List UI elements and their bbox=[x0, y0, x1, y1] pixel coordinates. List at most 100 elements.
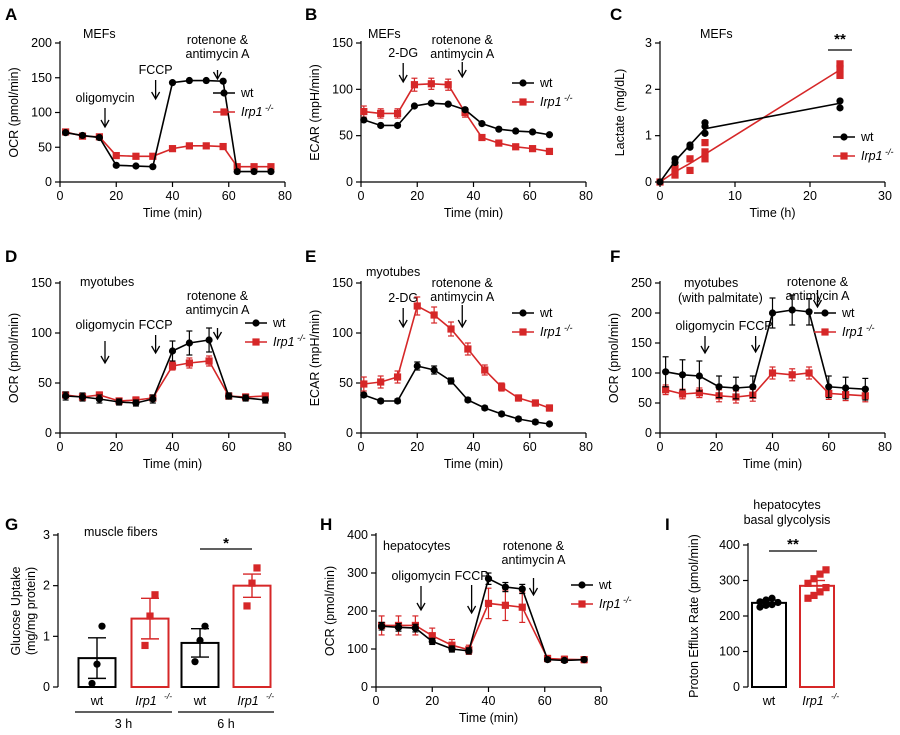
data-point bbox=[715, 383, 723, 391]
injection-label: oligomycin bbox=[75, 318, 134, 332]
x-axis-label: Time (min) bbox=[444, 457, 503, 471]
data-point bbox=[233, 167, 241, 176]
x-tick-label: 60 bbox=[538, 694, 552, 708]
x-tick-label: 40 bbox=[166, 189, 180, 203]
legend-label-wt: wt bbox=[539, 76, 553, 90]
data-point bbox=[410, 81, 419, 89]
series-wt bbox=[62, 76, 275, 176]
data-point bbox=[447, 377, 455, 385]
legend-label-irp1-sup: -/- bbox=[623, 595, 632, 605]
y-tick-label: 200 bbox=[347, 604, 368, 618]
data-point bbox=[261, 392, 269, 400]
data-point bbox=[774, 598, 782, 607]
legend-marker-wt bbox=[519, 79, 527, 87]
data-point bbox=[168, 79, 177, 87]
series-wt bbox=[360, 99, 554, 139]
data-point bbox=[360, 116, 368, 124]
injection-label: 2-DG bbox=[388, 291, 418, 305]
series-line bbox=[65, 339, 266, 404]
legend-label-wt: wt bbox=[539, 306, 553, 320]
data-point bbox=[132, 399, 140, 407]
x-tick-label: 40 bbox=[766, 440, 780, 454]
legend-marker-irp1 bbox=[519, 98, 527, 106]
bar-wt bbox=[180, 622, 220, 688]
y-tick-label: 100 bbox=[347, 642, 368, 656]
x-tick-label: 80 bbox=[594, 694, 608, 708]
injection-marker: rotenone &antimycin A bbox=[186, 33, 250, 81]
data-point bbox=[185, 339, 193, 347]
data-point bbox=[465, 647, 473, 655]
y-axis-label: Lactate (mg/dL) bbox=[613, 69, 627, 157]
down-arrow-icon bbox=[457, 69, 467, 79]
data-point bbox=[377, 121, 385, 130]
data-point bbox=[447, 325, 455, 333]
injection-marker: rotenone &antimycin A bbox=[786, 275, 850, 309]
injection-marker: oligomycin bbox=[75, 318, 135, 365]
down-arrow-icon bbox=[700, 345, 710, 355]
injection-label: FCCP bbox=[455, 569, 489, 583]
panel-annotation-2: (with palmitate) bbox=[678, 291, 763, 305]
data-point bbox=[512, 127, 520, 135]
significance-label: ** bbox=[787, 536, 799, 553]
bar bbox=[751, 601, 787, 688]
injection-label: oligomycin bbox=[75, 91, 134, 105]
series-line bbox=[381, 577, 585, 662]
x-tick-label: Irp1 bbox=[135, 694, 157, 708]
injection-label: rotenone & bbox=[187, 289, 249, 303]
x-axis-label: Time (min) bbox=[143, 457, 202, 471]
legend-marker-irp1 bbox=[252, 338, 260, 346]
down-arrow-icon bbox=[812, 299, 823, 309]
y-tick-label: 300 bbox=[719, 574, 740, 588]
panel-f: F 0 20 40 60 80 0 50 100 150 200 250 Time (min) OCR (… bbox=[607, 247, 892, 471]
data-point bbox=[836, 60, 844, 68]
data-point bbox=[413, 362, 421, 370]
injection-label: FCCP bbox=[739, 319, 773, 333]
panel-g: G 0 1 2 3 Glucose Uptake (mg/mg protein) muscle… bbox=[5, 515, 274, 731]
data-point bbox=[768, 594, 776, 602]
group-label: 3 h bbox=[115, 717, 132, 731]
data-point bbox=[253, 564, 261, 572]
x-tick-label: 80 bbox=[579, 189, 593, 203]
data-point bbox=[95, 133, 103, 142]
data-point bbox=[185, 359, 193, 367]
data-point bbox=[531, 399, 539, 407]
y-tick-label: 50 bbox=[38, 140, 52, 154]
data-point bbox=[695, 389, 703, 397]
data-point bbox=[202, 142, 210, 150]
x-tick-label: 20 bbox=[425, 694, 439, 708]
injection-marker: rotenone &antimycin A bbox=[502, 539, 566, 597]
data-point bbox=[428, 637, 436, 646]
legend-marker-irp1 bbox=[840, 152, 848, 160]
data-point bbox=[168, 347, 177, 355]
data-point bbox=[671, 164, 679, 172]
series-line bbox=[659, 69, 841, 183]
injection-label: rotenone & bbox=[187, 33, 249, 47]
data-point bbox=[464, 396, 472, 404]
series-wt bbox=[656, 97, 844, 186]
injection-marker: rotenone &antimycin A bbox=[430, 276, 495, 329]
x-tick-label: 60 bbox=[222, 440, 236, 454]
data-point bbox=[394, 623, 403, 631]
panel-annotation: muscle fibers bbox=[84, 525, 158, 539]
down-arrow-icon bbox=[467, 605, 477, 615]
injection-label: FCCP bbox=[139, 63, 173, 77]
data-point bbox=[822, 566, 830, 574]
down-arrow-icon bbox=[751, 344, 761, 354]
data-point bbox=[393, 397, 402, 405]
y-tick-label: 150 bbox=[31, 71, 52, 85]
y-axis-label: ECAR (mpH/min) bbox=[308, 64, 322, 161]
injection-marker: 2-DG bbox=[388, 46, 418, 84]
data-point bbox=[518, 603, 526, 611]
y-axis-label-2: (mg/mg protein) bbox=[24, 567, 38, 655]
down-arrow-icon bbox=[100, 355, 110, 365]
x-axis-label: Time (min) bbox=[143, 206, 202, 220]
series-wt bbox=[62, 327, 269, 407]
data-point bbox=[484, 599, 493, 607]
injection-marker: rotenone &antimycin A bbox=[186, 289, 250, 341]
data-point bbox=[413, 302, 421, 310]
panel-letter: C bbox=[610, 5, 622, 24]
data-point bbox=[267, 163, 275, 171]
data-point bbox=[671, 155, 679, 163]
series-wt bbox=[378, 572, 588, 665]
data-point bbox=[656, 178, 664, 186]
